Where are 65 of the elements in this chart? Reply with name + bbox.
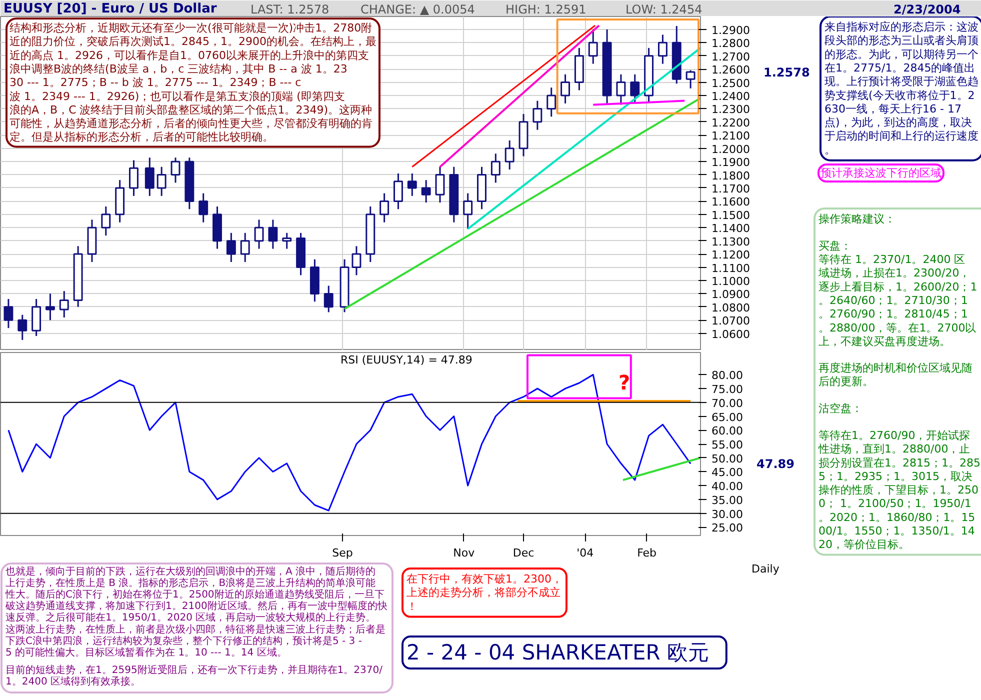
y-tick-label: 50.00 [712, 452, 743, 466]
y-tick-label: 55.00 [712, 438, 743, 452]
text: 来自指标对应的形态启示：这波段头部的形态为三山或者头肩顶的形态。为此，可以期待另一个在1。2775/1。2845的峰值出现。上行预计将受限于湖蓝色趋势支撑线(今天收市将位于1。2630一线，每天上行16 - 17 点)，为此，到达的高度，取决于启动的时间和上行的运行速度。 [824, 20, 978, 156]
text: 也就是，倾向于目前的下跌，运行在大级别的回调浪中的开端，A 浪中，随后期待的上行走势，在性质上是 B 浪。指标的形态启示，B浪将是三波上升结构的简单浪可能性大。随后的C浪下行，初始在将位于1。2500附近的原始通道趋势线受阻后，一旦下破这趋势通道线支撑，将加速下行到1。2100附近区域。然后，再有一波中型幅度的快速反弹。之后很可能在1。1950/1。2020 区域，再启动一波较大规模的上行走势。这两波上行走势，在性质上，前者是次级小四郎，特征将是快速三波上行走势；后者是下跌C浪中第四浪，运行结构较为复杂些，整个下行修正的结构，预计将是5 - 3 - 5 的可能性偏大。目标区域暂看作为在 1。10 --- 1。14 区域。 [4, 566, 388, 658]
y-tick-label: 1.2200 [712, 116, 750, 130]
annotation: LAST: 1.2578 [250, 2, 330, 16]
x-tick-label: Sep [332, 546, 353, 560]
text: 在下行中，有效下破1。2300，上述的走势分析，将部分不成立！ [406, 572, 562, 613]
y-tick-label: 45.00 [712, 466, 743, 480]
y-tick-label: 65.00 [712, 410, 743, 424]
y-tick-label: 1.2500 [712, 76, 750, 90]
y-tick-label: 1.2800 [712, 37, 750, 50]
text: 买盘： [818, 240, 852, 253]
y-tick-label: 30.00 [712, 508, 743, 521]
text: 结构和形态分析，近期欧元还有至少一次(很可能就是一次)冲击1。2780附近的阻力价位，突破后再次测试1。2845，1。2900的机会。在结构上，最近的高点 1。2926，可以看作是自1。0760以来展开的上升浪中的第四支浪中调整B波的终结(B波呈 a，b，c 三波结构，其中 B -- a 波 1。2330 --- 1。2775；B -- b 波 1。2775 --- 1。2349；B --- c 波 1。2349 --- 1。2926)；也可以看作是第五支浪的顶端 (即第四支浪的A，B，C 波终结于目前头部盘整区域的第二个低点1。2349)。这两种可能性，从趋势通道形态分析，后者的倾向性更大些，尽管都没有明确的肯定。但是从指标的形态分析，后者的可能性比较明确。 [10, 22, 376, 144]
x-tick-label: Dec [512, 546, 534, 560]
y-tick-label: 1.1400 [712, 222, 750, 236]
y-tick-label: 1.1900 [712, 156, 750, 170]
y-tick-label: 1.2700 [712, 50, 750, 64]
x-tick-label: '04 [576, 546, 594, 560]
annotation: CHANGE: ▲ 0.0054 [360, 2, 475, 16]
chart-title: RSI (EUUSY,14) = 47.89 [340, 354, 472, 366]
y-tick-label: 25.00 [712, 522, 743, 535]
text: 目前的短线走势，在1。2595附近受阻后，还有一次下行走势，并且期待在1。2370/1。2400 区域得到有效承接。 [6, 664, 384, 688]
text: 1.2578 [764, 65, 810, 80]
text: 2 - 24 - 04 SHARKEATER 欧元 [406, 640, 710, 664]
text: 预计承接这波下行的区域 [820, 166, 942, 180]
y-tick-label: 80.00 [712, 369, 743, 382]
annotation: ? [618, 370, 630, 394]
y-tick-label: 60.00 [712, 424, 743, 438]
y-tick-label: 1.2300 [712, 103, 750, 116]
y-tick-label: 1.0700 [712, 314, 750, 328]
y-tick-label: 40.00 [712, 480, 743, 494]
y-tick-label: 70.00 [712, 396, 743, 410]
y-tick-label: 1.2600 [712, 64, 750, 77]
y-tick-label: 1.1100 [712, 262, 750, 275]
y-tick-label: 1.1000 [712, 274, 750, 288]
y-tick-label: 1.1800 [712, 169, 750, 182]
y-tick-label: 1.2400 [712, 90, 750, 104]
text: 47.89 [756, 457, 794, 472]
y-tick-label: 1.1500 [712, 208, 750, 222]
text: 操作策略建议： [818, 212, 896, 226]
chart-title: EUUSY [20] - Euro / US Dollar [4, 2, 218, 16]
annotation: LOW: 1.2454 [626, 2, 702, 16]
y-tick-label: 75.00 [712, 383, 743, 396]
y-tick-label: 1.2100 [712, 130, 750, 143]
text: 等待在 1。2370/1。2400 区域进场，止损在1。2300/20，逐步上看目标，1。2600/20；1。2640/60；1。2710/30；1。2760/90；1。2810/45；1。2880/00，等。在1。2700以上，不建议买盘再度进场。 [818, 253, 978, 348]
y-tick-label: 1.2000 [712, 142, 750, 156]
y-tick-label: 1.2900 [712, 24, 750, 37]
y-tick-label: 1.1700 [712, 182, 750, 196]
x-axis-title: Daily [752, 562, 780, 576]
y-tick-label: 1.1600 [712, 196, 750, 209]
x-tick-label: Feb [637, 546, 657, 560]
text: 沽空盘： [818, 402, 862, 415]
y-tick-label: 1.0800 [712, 301, 750, 314]
text: 再度进场的时机和价位区域见随后的更新。 [818, 361, 972, 388]
y-tick-label: 35.00 [712, 494, 743, 507]
text: 等待在1。2760/90，开始试探性进场，直到1。2880/00，止损分别设置在1。2815；1。2855；1。2935；1。3015，取决操作的性质，下望目标，1。2500； 1。2100/50；1。1950/1。2020；1。1860/80；1。1500/1。1550；1。1350/1。1420，等价位目标。 [818, 428, 980, 552]
text: 2/23/2004 [894, 2, 961, 16]
y-tick-label: 1.1300 [712, 235, 750, 248]
y-tick-label: 1.0600 [712, 328, 750, 341]
y-tick-label: 1.1200 [712, 248, 750, 262]
x-tick-label: Nov [453, 546, 476, 560]
y-tick-label: 1.0900 [712, 288, 750, 302]
annotation: HIGH: 1.2591 [506, 2, 586, 16]
